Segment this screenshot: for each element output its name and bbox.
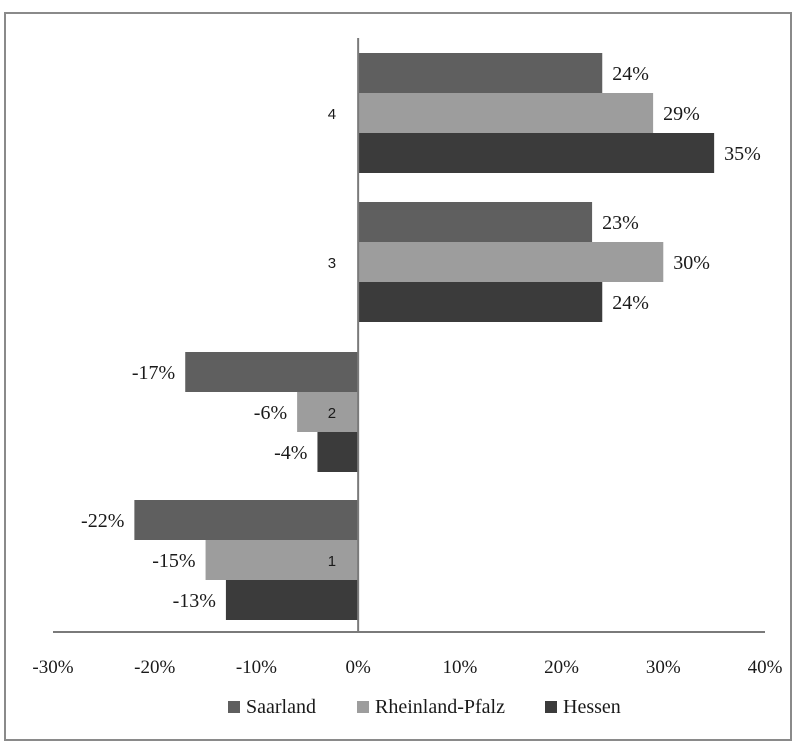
legend-swatch — [545, 701, 557, 713]
category-label: 1 — [328, 553, 336, 570]
x-tick-label: 10% — [442, 657, 477, 678]
category-label: 4 — [328, 106, 336, 123]
data-label: -15% — [152, 550, 195, 572]
legend-label: Saarland — [246, 696, 316, 718]
bar-hessen-cat-4 — [358, 133, 715, 173]
x-tick-label: -30% — [32, 657, 73, 678]
x-tick-label: -20% — [134, 657, 175, 678]
bar-saarland-cat-4 — [358, 53, 603, 93]
data-label: -6% — [254, 402, 287, 424]
x-tick-label: -10% — [236, 657, 277, 678]
bar-saarland-cat-3 — [358, 202, 593, 242]
category-label: 3 — [328, 255, 336, 272]
data-label: 24% — [612, 63, 649, 85]
bar-rheinland-pfalz-cat-2 — [297, 392, 359, 432]
legend-swatch — [357, 701, 369, 713]
bar-hessen-cat-1 — [225, 580, 359, 620]
bar-hessen-cat-2 — [317, 432, 359, 472]
bar-saarland-cat-1 — [134, 500, 359, 540]
data-label: 24% — [612, 292, 649, 314]
x-tick-label: 30% — [646, 657, 681, 678]
legend-label: Rheinland-Pfalz — [375, 696, 505, 718]
data-label: -17% — [132, 362, 175, 384]
data-label: -13% — [173, 590, 216, 612]
bar-rheinland-pfalz-cat-3 — [358, 242, 664, 282]
bar-saarland-cat-2 — [185, 352, 359, 392]
legend-label: Hessen — [563, 696, 621, 718]
x-tick-label: 40% — [748, 657, 783, 678]
bar-rheinland-pfalz-cat-1 — [205, 540, 359, 580]
legend-swatch — [228, 701, 240, 713]
data-label: -4% — [274, 442, 307, 464]
data-label: -22% — [81, 510, 124, 532]
bar-hessen-cat-3 — [358, 282, 603, 322]
data-label: 23% — [602, 212, 639, 234]
data-label: 35% — [724, 143, 761, 165]
data-label: 30% — [673, 252, 710, 274]
data-label: 29% — [663, 103, 700, 125]
category-label: 2 — [328, 405, 336, 422]
x-tick-label: 0% — [345, 657, 371, 678]
bar-rheinland-pfalz-cat-4 — [358, 93, 654, 133]
x-tick-label: 20% — [544, 657, 579, 678]
